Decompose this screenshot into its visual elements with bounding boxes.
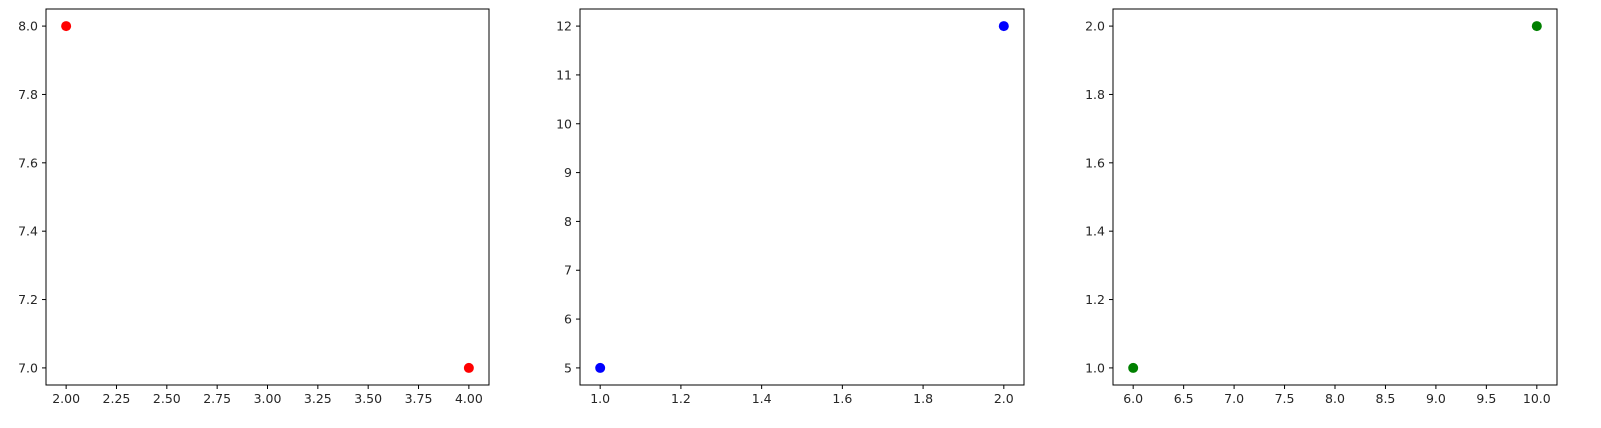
y-tick-label: 7.2 <box>18 292 38 307</box>
data-point <box>1128 362 1139 373</box>
y-tick-label: 10 <box>556 116 572 131</box>
y-tick-label: 2.0 <box>1085 19 1105 34</box>
x-tick-label: 6.0 <box>1123 391 1143 406</box>
y-tick-label: 1.6 <box>1085 155 1105 170</box>
subplot-1: 2.00 2.25 2.50 2.75 3.00 3.25 3.50 3.75 4.00 7.0 7… <box>18 8 490 406</box>
subplot-3: 6.0 6.5 7.0 7.5 8.0 8.5 9.0 9.5 10.0 1.0 1.2 1.4 1.6… <box>1085 8 1558 406</box>
x-tick-label: 10.0 <box>1523 391 1551 406</box>
y-tick-label: 7.8 <box>18 87 38 102</box>
x-tick-label: 6.5 <box>1174 391 1194 406</box>
x-tick-label: 2.0 <box>994 391 1014 406</box>
x-tick-label: 8.0 <box>1325 391 1345 406</box>
y-tick-label: 1.0 <box>1085 360 1105 375</box>
y-tick-label: 8.0 <box>18 19 38 34</box>
x-tick-label: 1.2 <box>671 391 691 406</box>
data-point <box>463 362 474 373</box>
x-tick-label: 1.6 <box>832 391 852 406</box>
y-tick-label: 7 <box>564 263 572 278</box>
plot-area-1 <box>45 8 490 386</box>
plot-area-2 <box>579 8 1025 386</box>
x-tick-label: 3.75 <box>405 391 433 406</box>
y-tick-label: 1.4 <box>1085 224 1105 239</box>
x-tick-label: 2.75 <box>203 391 231 406</box>
y-tick-label: 8 <box>564 214 572 229</box>
x-tick-label: 1.0 <box>590 391 610 406</box>
x-tick-label: 7.5 <box>1275 391 1295 406</box>
x-tick-label: 4.00 <box>455 391 483 406</box>
subplot-2: 1.0 1.2 1.4 1.6 1.8 2.0 5 6 7 8 9 10 11 12 <box>556 8 1025 406</box>
x-tick-label: 9.0 <box>1426 391 1446 406</box>
data-point <box>595 362 606 373</box>
x-tick-label: 1.8 <box>913 391 933 406</box>
y-tick-label: 1.8 <box>1085 87 1105 102</box>
data-point <box>61 21 72 32</box>
y-tick-label: 5 <box>564 360 572 375</box>
x-tick-label: 7.0 <box>1224 391 1244 406</box>
y-tick-label: 11 <box>556 67 572 82</box>
y-tick-label: 7.4 <box>18 224 38 239</box>
y-tick-label: 9 <box>564 165 572 180</box>
x-tick-label: 3.00 <box>254 391 282 406</box>
y-tick-label: 7.6 <box>18 155 38 170</box>
y-tick-label: 12 <box>556 19 572 34</box>
y-tick-label: 1.2 <box>1085 292 1105 307</box>
y-tick-label: 7.0 <box>18 360 38 375</box>
data-point <box>1531 21 1542 32</box>
y-tick-label: 6 <box>564 312 572 327</box>
data-point <box>998 21 1009 32</box>
x-tick-label: 2.00 <box>52 391 80 406</box>
plot-area-3 <box>1112 8 1558 386</box>
x-tick-label: 1.4 <box>752 391 772 406</box>
x-tick-label: 2.25 <box>103 391 131 406</box>
x-tick-label: 2.50 <box>153 391 181 406</box>
x-tick-label: 3.50 <box>354 391 382 406</box>
x-tick-label: 3.25 <box>304 391 332 406</box>
x-tick-label: 9.5 <box>1476 391 1496 406</box>
x-tick-label: 8.5 <box>1376 391 1396 406</box>
